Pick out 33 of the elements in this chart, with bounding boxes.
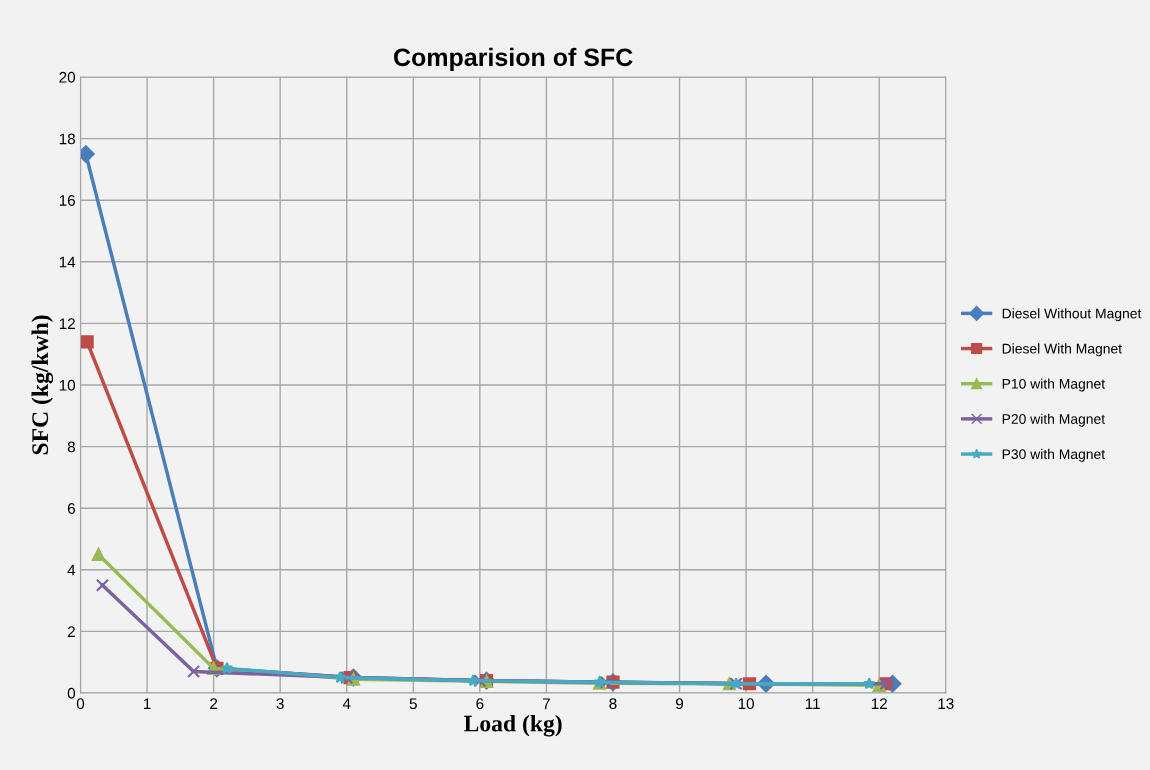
- chart-title: Comparision of SFC: [394, 47, 633, 72]
- x-tick-label: 6: [476, 698, 484, 710]
- x-tick-label: 13: [938, 698, 954, 710]
- y-tick-label: 4: [67, 564, 76, 576]
- legend-label: Diesel Without Magnet: [1002, 308, 1142, 322]
- y-tick-label: 6: [67, 503, 75, 514]
- x-tick-label: 4: [342, 698, 351, 709]
- x-tick-label: 10: [738, 698, 754, 710]
- y-axis-title: SFC (kg/kwh): [31, 315, 54, 455]
- x-tick-label: 3: [276, 698, 284, 710]
- x-tick-label: 1: [143, 698, 151, 709]
- y-tick-label: 2: [67, 626, 75, 637]
- legend-label: P30 with Magnet: [1002, 448, 1105, 462]
- x-tick-label: 0: [76, 698, 85, 710]
- x-tick-label: 5: [409, 698, 417, 710]
- x-tick-label: 9: [675, 698, 684, 710]
- y-tick-label: 8: [67, 441, 75, 453]
- y-tick-label: 10: [59, 379, 76, 391]
- legend-label: P10 with Magnet: [1002, 378, 1105, 392]
- x-axis-title: Load (kg): [464, 714, 562, 737]
- y-tick-label: 16: [59, 195, 75, 206]
- x-tick-label: 12: [871, 698, 887, 709]
- y-tick-label: 20: [59, 71, 76, 83]
- y-tick-label: 14: [59, 256, 76, 268]
- x-tick-label: 7: [542, 698, 550, 709]
- y-tick-label: 12: [59, 318, 75, 329]
- legend-label: Diesel With Magnet: [1002, 343, 1122, 357]
- y-tick-label: 18: [59, 133, 75, 145]
- x-tick-label: 11: [805, 698, 820, 709]
- x-tick-label: 2: [210, 698, 218, 709]
- legend-label: P20 with Magnet: [1002, 413, 1105, 427]
- y-tick-label: 0: [67, 687, 76, 699]
- x-tick-label: 8: [609, 698, 617, 710]
